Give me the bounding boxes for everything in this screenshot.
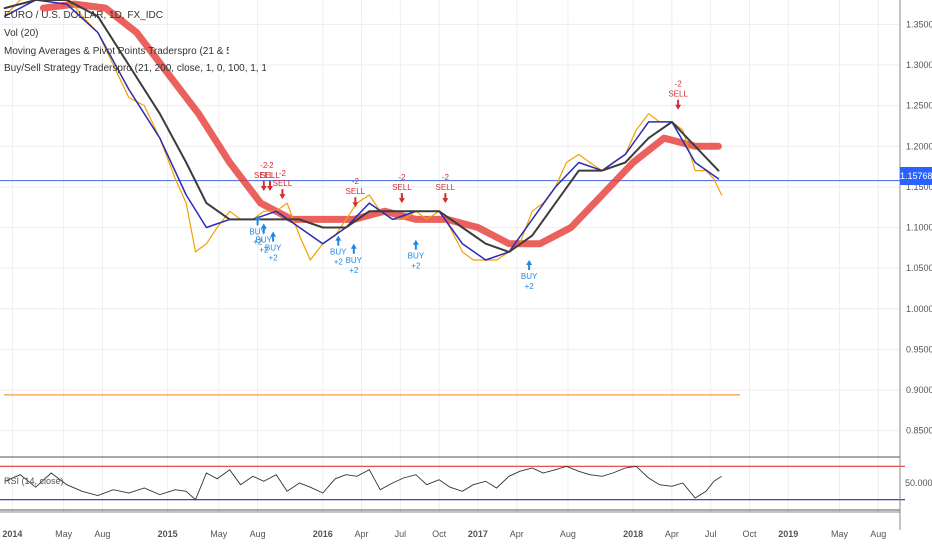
sell-label: SELL xyxy=(668,90,688,99)
sell-qty: -2 xyxy=(352,177,360,186)
sell-arrow xyxy=(279,189,286,200)
time-tick-label: Jul xyxy=(705,529,717,539)
buy-arrow xyxy=(270,231,277,242)
time-tick-label: Oct xyxy=(742,529,757,539)
time-tick-label: Aug xyxy=(870,529,886,539)
time-tick-label: Aug xyxy=(94,529,110,539)
time-tick-label: 2017 xyxy=(468,529,488,539)
buy-arrow xyxy=(260,223,267,234)
buy-label: BUY xyxy=(265,244,282,253)
price-tick-label: 0.85000 xyxy=(906,426,932,436)
rsi-series xyxy=(4,465,722,501)
buy-label: BUY xyxy=(408,252,425,261)
price-tick-label: 1.25000 xyxy=(906,101,932,111)
sell-qty: -2 xyxy=(675,80,683,89)
sell-arrow xyxy=(398,193,405,204)
buy-arrow xyxy=(526,260,533,270)
sell-arrow xyxy=(675,99,682,110)
sell-arrow xyxy=(442,193,449,204)
sell-label: SELL xyxy=(273,179,293,188)
time-tick-label: 2019 xyxy=(778,529,798,539)
time-tick-label: Apr xyxy=(665,529,679,539)
price-tick-label: 1.15000 xyxy=(906,182,932,192)
time-tick-label: May xyxy=(55,529,73,539)
legend-strategy: Buy/Sell Strategy Traderspro (21, 200, c… xyxy=(4,63,266,74)
price-axis: 1.35000 1.30000 1.25000 1.20000 1.15000 1.100… xyxy=(899,0,932,530)
legend-rsi: RSI (14, close) xyxy=(4,476,64,486)
time-tick-label: 2016 xyxy=(313,529,333,539)
reference-lines xyxy=(0,180,900,396)
time-tick-label: Aug xyxy=(250,529,266,539)
buy-qty: +2 xyxy=(259,245,269,254)
series-layer xyxy=(3,0,723,261)
sell-qty: -2 xyxy=(266,161,274,170)
sell-qty: -2 xyxy=(398,173,406,182)
buy-label: BUY xyxy=(521,272,538,281)
sell-label: SELL xyxy=(260,171,280,180)
buy-arrow xyxy=(254,215,261,226)
buy-qty: +2 xyxy=(349,266,359,275)
buy-arrow xyxy=(335,235,342,246)
sell-label: SELL xyxy=(254,171,274,180)
buy-label: BUY xyxy=(346,256,363,265)
time-tick-label: 2018 xyxy=(623,529,643,539)
rsi-tick-label: 50.0000 xyxy=(905,478,932,488)
time-axis: 2014 May Aug 2015 May Aug 2016 Apr Jul Oct 2017 Apr… xyxy=(0,511,900,539)
buy-qty: +2 xyxy=(253,237,263,246)
time-tick-label: Jul xyxy=(395,529,407,539)
sma200-series xyxy=(39,0,722,248)
time-tick-label: May xyxy=(831,529,849,539)
buy-qty: +2 xyxy=(334,258,344,267)
buy-arrow xyxy=(412,239,419,250)
sell-arrow xyxy=(352,197,359,208)
price-tick-label: 1.35000 xyxy=(906,19,932,29)
buy-label: BUY xyxy=(256,235,273,244)
sell-qty: -2 xyxy=(260,161,268,170)
time-tick-label: Aug xyxy=(560,529,576,539)
buy-qty: +2 xyxy=(269,254,279,263)
price-tick-label: 1.10000 xyxy=(906,223,932,233)
price-tick-label: 1.30000 xyxy=(906,60,932,70)
legend-volume: Vol (20) xyxy=(4,28,39,39)
price-tick-label: 1.20000 xyxy=(906,141,932,151)
sell-qty: -2 xyxy=(279,169,287,178)
time-tick-label: 2014 xyxy=(2,529,22,539)
legend-ma-indicator: Moving Averages & Pivot Points Traderspr… xyxy=(4,46,229,57)
current-price-badge: 1.15768 xyxy=(900,167,932,185)
sell-label: SELL xyxy=(346,187,366,196)
rsi-pane: 50.0000 xyxy=(0,456,932,511)
sell-qty: -2 xyxy=(442,173,450,182)
sell-label: SELL xyxy=(392,183,412,192)
buy-label: BUY xyxy=(249,227,266,236)
ema55-series xyxy=(3,0,720,253)
buy-qty: +2 xyxy=(525,282,535,291)
buy-qty: +2 xyxy=(411,262,421,271)
buy-label: BUY xyxy=(330,248,347,257)
sell-arrow xyxy=(267,180,273,191)
time-tick-label: 2015 xyxy=(158,529,178,539)
sell-label: SELL xyxy=(436,183,456,192)
sell-arrow xyxy=(260,180,267,191)
time-tick-label: May xyxy=(210,529,228,539)
buy-arrow xyxy=(350,243,357,254)
time-tick-label: Apr xyxy=(510,529,524,539)
price-tick-label: 1.05000 xyxy=(906,263,932,273)
grid xyxy=(0,0,900,512)
legend-symbol: EURO / U.S. DOLLAR, 1D, FX_IDC xyxy=(4,10,163,21)
time-tick-label: Oct xyxy=(432,529,447,539)
time-tick-label: Apr xyxy=(355,529,369,539)
